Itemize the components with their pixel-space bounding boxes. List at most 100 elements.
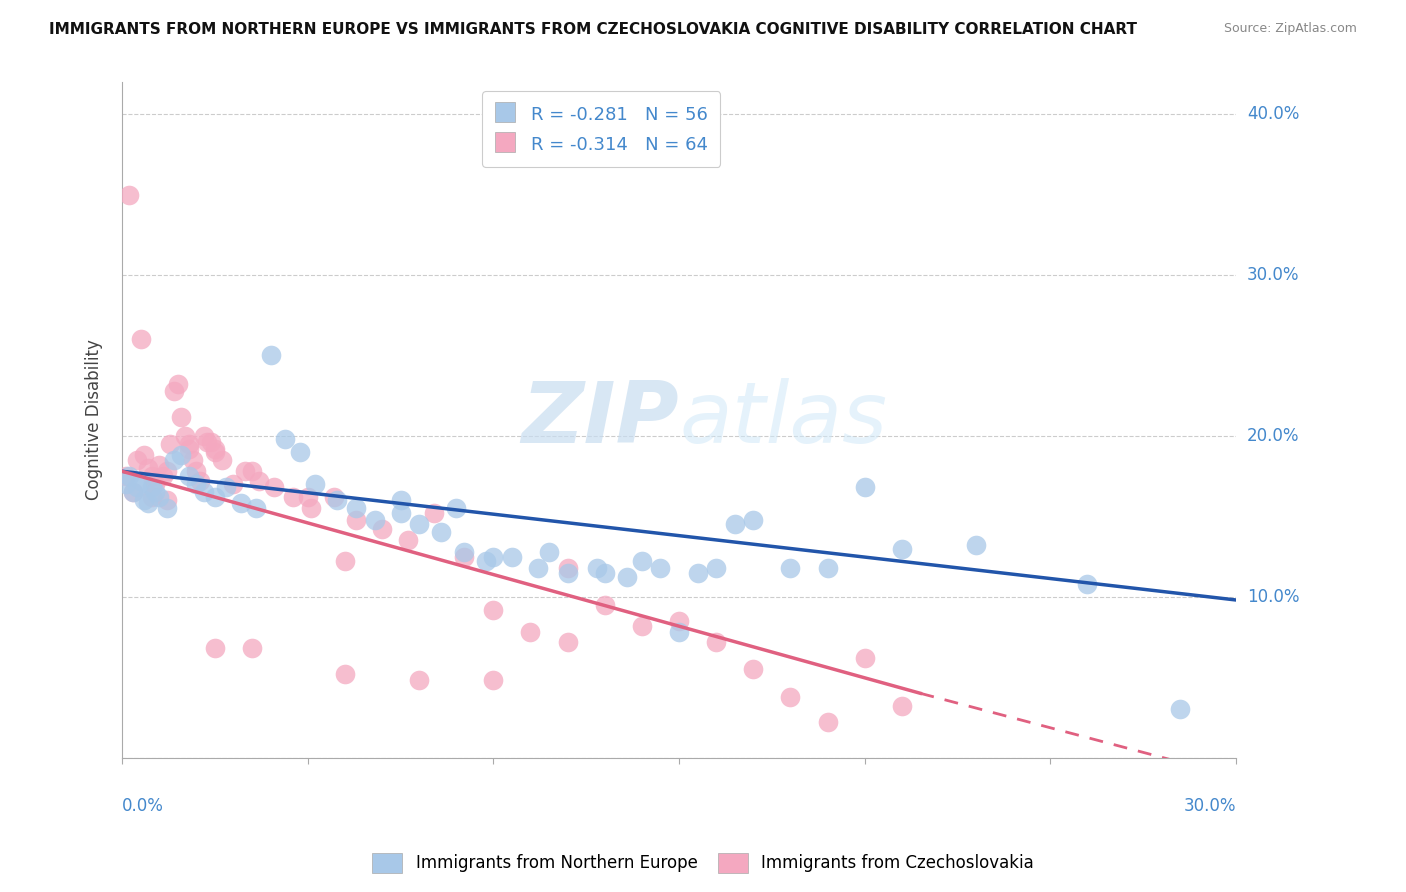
Point <box>204 490 226 504</box>
Point <box>141 469 163 483</box>
Point <box>114 477 136 491</box>
Point <box>423 506 446 520</box>
Point <box>259 348 281 362</box>
Point <box>249 474 271 488</box>
Point <box>134 493 156 508</box>
Point <box>181 453 204 467</box>
Point <box>177 437 200 451</box>
Point <box>453 549 475 564</box>
Point <box>475 554 498 568</box>
Point <box>616 570 638 584</box>
Point <box>229 496 252 510</box>
Point <box>519 625 541 640</box>
Point <box>389 506 412 520</box>
Point <box>129 474 152 488</box>
Point <box>890 541 912 556</box>
Text: 30.0%: 30.0% <box>1184 797 1236 814</box>
Point <box>742 512 765 526</box>
Point <box>593 598 616 612</box>
Point <box>527 561 550 575</box>
Point <box>704 561 727 575</box>
Point <box>204 641 226 656</box>
Point <box>170 448 193 462</box>
Point <box>389 493 412 508</box>
Point <box>482 602 505 616</box>
Point <box>222 477 245 491</box>
Point <box>245 501 267 516</box>
Point <box>297 490 319 504</box>
Point <box>593 566 616 580</box>
Text: IMMIGRANTS FROM NORTHERN EUROPE VS IMMIGRANTS FROM CZECHOSLOVAKIA COGNITIVE DISA: IMMIGRANTS FROM NORTHERN EUROPE VS IMMIG… <box>49 22 1137 37</box>
Point <box>122 485 145 500</box>
Point <box>193 429 215 443</box>
Point <box>125 453 148 467</box>
Point <box>853 651 876 665</box>
Point <box>408 517 430 532</box>
Point <box>779 561 801 575</box>
Point <box>482 673 505 688</box>
Point <box>482 549 505 564</box>
Point <box>200 435 222 450</box>
Point <box>890 699 912 714</box>
Point <box>333 554 356 568</box>
Point <box>159 437 181 451</box>
Point <box>240 641 263 656</box>
Point <box>853 480 876 494</box>
Point <box>290 445 312 459</box>
Point <box>444 501 467 516</box>
Point <box>114 469 136 483</box>
Point <box>742 662 765 676</box>
Text: 0.0%: 0.0% <box>122 797 165 814</box>
Point <box>155 501 177 516</box>
Point <box>134 448 156 462</box>
Point <box>125 480 148 494</box>
Point <box>211 453 233 467</box>
Point <box>817 715 839 730</box>
Point <box>233 464 256 478</box>
Point <box>344 501 367 516</box>
Text: ZIP: ZIP <box>522 378 679 461</box>
Point <box>148 490 170 504</box>
Point <box>163 453 186 467</box>
Point <box>204 445 226 459</box>
Point <box>152 469 174 483</box>
Point <box>704 635 727 649</box>
Point <box>557 561 579 575</box>
Point <box>197 435 219 450</box>
Point <box>177 442 200 456</box>
Point <box>204 442 226 456</box>
Point <box>396 533 419 548</box>
Point <box>281 490 304 504</box>
Point <box>668 614 690 628</box>
Point <box>326 493 349 508</box>
Point <box>129 332 152 346</box>
Point <box>166 377 188 392</box>
Point <box>215 480 238 494</box>
Point <box>1076 577 1098 591</box>
Point <box>501 549 523 564</box>
Text: Source: ZipAtlas.com: Source: ZipAtlas.com <box>1223 22 1357 36</box>
Point <box>122 485 145 500</box>
Point <box>668 625 690 640</box>
Point <box>371 522 394 536</box>
Point <box>155 464 177 478</box>
Y-axis label: Cognitive Disability: Cognitive Disability <box>86 339 103 500</box>
Point <box>155 493 177 508</box>
Legend: R = -0.281   N = 56, R = -0.314   N = 64: R = -0.281 N = 56, R = -0.314 N = 64 <box>482 91 720 167</box>
Point <box>408 673 430 688</box>
Point <box>141 490 163 504</box>
Point <box>557 566 579 580</box>
Point <box>118 469 141 483</box>
Point <box>240 464 263 478</box>
Point <box>177 469 200 483</box>
Point <box>274 432 297 446</box>
Point <box>430 525 453 540</box>
Point <box>145 485 167 500</box>
Point <box>136 496 159 510</box>
Point <box>686 566 709 580</box>
Point <box>322 490 344 504</box>
Point <box>779 690 801 704</box>
Point <box>299 501 322 516</box>
Point <box>118 187 141 202</box>
Text: 20.0%: 20.0% <box>1247 427 1299 445</box>
